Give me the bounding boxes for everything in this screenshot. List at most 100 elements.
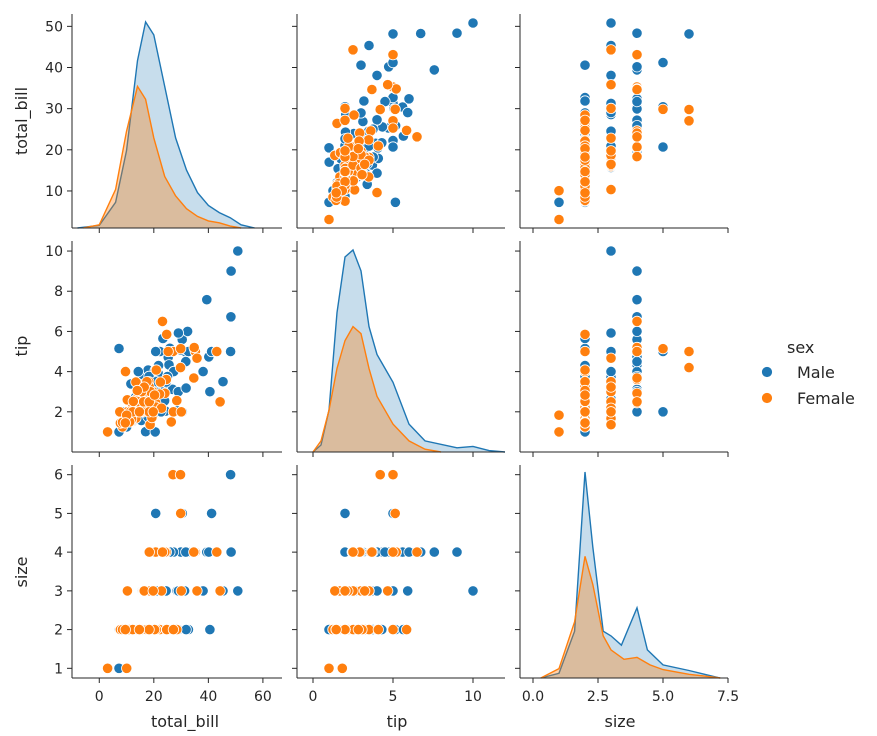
scatter-point-male — [358, 95, 370, 107]
scatter-point-female — [605, 79, 617, 91]
x-tick-label: 7.5 — [717, 689, 739, 705]
scatter-point-female — [605, 184, 617, 196]
scatter-point-male — [232, 245, 244, 257]
y-tick-label: 30 — [45, 102, 63, 118]
scatter-point-female — [347, 44, 359, 56]
scatter-point-male — [403, 93, 415, 105]
scatter-point-female — [579, 364, 591, 376]
scatter-point-male — [631, 27, 643, 39]
scatter-point-female — [631, 151, 643, 163]
panel-tip-vs-tip — [292, 241, 506, 457]
scatter-point-male — [553, 196, 565, 208]
scatter-point-female — [131, 384, 143, 397]
scatter-point-female — [323, 213, 335, 226]
y-tick-label: 40 — [45, 61, 63, 77]
scatter-point-female — [121, 585, 134, 597]
scatter-point-female — [339, 145, 351, 157]
panel-size-vs-tip: 0 5 10 — [292, 465, 505, 705]
scatter-point-female — [605, 132, 617, 144]
scatter-point-male — [605, 245, 617, 257]
kde-fill-female — [540, 556, 721, 678]
scatter-point-female — [605, 381, 617, 393]
scatter-point-male — [182, 325, 194, 337]
y-tick-label: 50 — [45, 19, 63, 35]
scatter-point-female — [147, 406, 159, 418]
scatter-point-male — [428, 64, 440, 76]
scatter-point-female — [579, 345, 591, 358]
x-tick-label: 40 — [199, 689, 217, 705]
scatter-point-male — [605, 17, 617, 29]
scatter-point-female — [339, 114, 351, 126]
scatter-point-female — [400, 124, 413, 136]
scatter-point-female — [579, 124, 591, 136]
legend-label-male: Male — [797, 363, 835, 382]
scatter-point-male — [225, 265, 237, 277]
y-axis-label-size: size — [12, 556, 31, 587]
scatter-point-female — [339, 102, 351, 115]
scatter-point-male — [428, 546, 440, 558]
scatter-point-female — [347, 546, 359, 558]
scatter-point-male — [451, 27, 463, 39]
scatter-point-male — [355, 59, 367, 71]
scatter-point-female — [579, 328, 591, 340]
scatter-point-female — [387, 469, 399, 481]
scatter-point-female — [387, 49, 399, 61]
scatter-point-male — [631, 325, 643, 337]
kde-fill-female — [82, 86, 242, 229]
scatter-point-female — [683, 345, 695, 358]
scatter-point-female — [411, 546, 423, 558]
scatter-point-male — [371, 114, 383, 126]
x-tick-label: 10 — [464, 689, 482, 705]
scatter-point-male — [197, 365, 209, 378]
scatter-point-female — [156, 546, 169, 558]
y-tick-label: 4 — [54, 365, 63, 381]
scatter-point-male — [683, 28, 695, 40]
scatter-point-female — [191, 585, 203, 597]
scatter-point-female — [579, 187, 591, 199]
scatter-point-male — [402, 585, 414, 597]
scatter-point-female — [553, 426, 565, 438]
scatter-point-male — [631, 265, 643, 277]
scatter-point-female — [372, 623, 384, 636]
scatter-point-male — [467, 17, 479, 29]
legend: sex Male Female — [761, 338, 855, 408]
scatter-point-female — [411, 131, 423, 143]
scatter-point-female — [175, 406, 187, 418]
x-tick-label: 0 — [309, 689, 318, 705]
scatter-point-female — [387, 546, 399, 558]
panel-total-bill-vs-size — [515, 14, 729, 233]
scatter-point-male — [371, 69, 383, 82]
scatter-point-female — [605, 44, 617, 56]
scatter-point-female — [631, 49, 643, 61]
scatter-point-female — [149, 389, 161, 401]
scatter-point-female — [400, 623, 413, 636]
scatter-point-female — [161, 328, 173, 340]
panel-background — [72, 14, 282, 228]
scatter-point-male — [217, 376, 229, 388]
scatter-point-female — [352, 623, 364, 636]
x-tick-label: 0.0 — [522, 689, 544, 705]
scatter-point-female — [371, 187, 383, 199]
x-tick-label: 20 — [145, 689, 163, 705]
legend-label-female: Female — [797, 389, 855, 408]
scatter-point-female — [631, 345, 643, 358]
x-axis-label-total-bill: total_bill — [151, 712, 219, 732]
x-tick-label: 2.5 — [587, 689, 609, 705]
panel-size-vs-size: 0.0 2.5 5.0 7.5 — [515, 465, 739, 705]
scatter-point-female — [366, 546, 378, 558]
scatter-point-female — [150, 364, 162, 376]
scatter-point-male — [132, 365, 144, 378]
scatter-point-female — [188, 372, 200, 384]
scatter-point-female — [175, 343, 187, 355]
scatter-point-female — [119, 623, 131, 636]
y-tick-label: 6 — [54, 468, 63, 484]
scatter-point-male — [579, 95, 591, 107]
scatter-point-male — [363, 39, 375, 52]
scatter-point-female — [336, 662, 348, 674]
scatter-point-female — [348, 109, 360, 121]
kde-line-male — [312, 248, 506, 453]
scatter-point-female — [133, 406, 145, 418]
scatter-point-male — [605, 327, 617, 339]
axis-labels: total_bill tip size total_bill tip size — [12, 87, 636, 732]
